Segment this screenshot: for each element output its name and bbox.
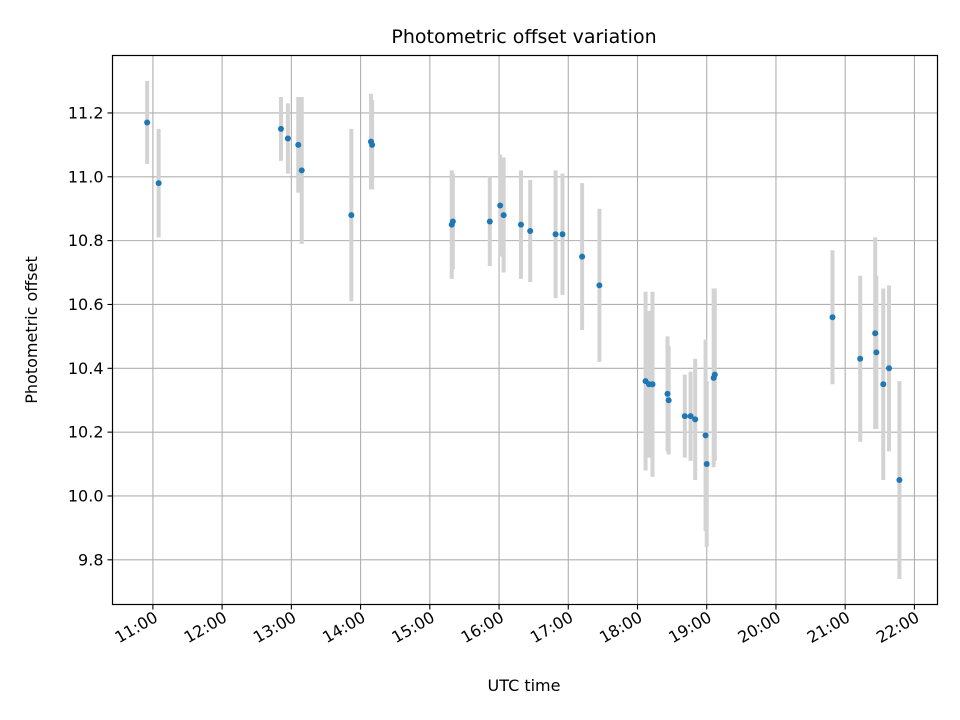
- data-point: [348, 212, 355, 219]
- data-point: [277, 125, 284, 132]
- y-tick-label: 11.0: [68, 167, 104, 186]
- data-point: [449, 218, 456, 225]
- y-tick-label: 11.2: [68, 103, 104, 122]
- data-point: [295, 141, 302, 148]
- data-point: [857, 355, 864, 362]
- data-point: [665, 397, 672, 404]
- y-axis: 9.8 10.0 10.2 10.4 10.6 10.8 11.0 11.2: [68, 103, 113, 569]
- data-point: [596, 282, 603, 289]
- data-point: [552, 231, 559, 238]
- data-point: [284, 135, 291, 142]
- data-point: [872, 330, 879, 337]
- data-point: [880, 381, 887, 388]
- data-point: [702, 432, 709, 439]
- data-point: [711, 371, 718, 378]
- data-point: [500, 212, 507, 219]
- y-tick-label: 10.6: [68, 295, 104, 314]
- y-tick-label: 10.8: [68, 231, 104, 250]
- plot-frame: [111, 54, 939, 606]
- data-point: [829, 314, 836, 321]
- chart-title: Photometric offset variation: [391, 26, 656, 48]
- y-tick-label: 9.8: [78, 550, 103, 569]
- y-tick-label: 10.4: [68, 359, 104, 378]
- data-point: [497, 202, 504, 209]
- y-tick-label: 10.0: [68, 486, 104, 505]
- x-axis-label: UTC time: [488, 676, 561, 695]
- data-point: [664, 390, 671, 397]
- data-point: [703, 461, 710, 468]
- y-axis-label: Photometric offset: [22, 256, 41, 404]
- data-point: [681, 413, 688, 420]
- data-point: [517, 221, 524, 228]
- data-point: [144, 119, 151, 126]
- data-point: [298, 167, 305, 174]
- data-point: [369, 141, 376, 148]
- data-point: [886, 365, 893, 372]
- data-points: [144, 119, 903, 484]
- data-point: [896, 477, 903, 484]
- data-point: [527, 228, 534, 235]
- data-point: [579, 253, 586, 260]
- data-point: [873, 349, 880, 356]
- data-point: [559, 231, 566, 238]
- data-point: [155, 180, 162, 187]
- data-point: [486, 218, 493, 225]
- data-point: [687, 413, 694, 420]
- data-point: [692, 416, 699, 423]
- y-tick-label: 10.2: [68, 423, 104, 442]
- grid: [112, 55, 938, 605]
- data-point: [649, 381, 656, 388]
